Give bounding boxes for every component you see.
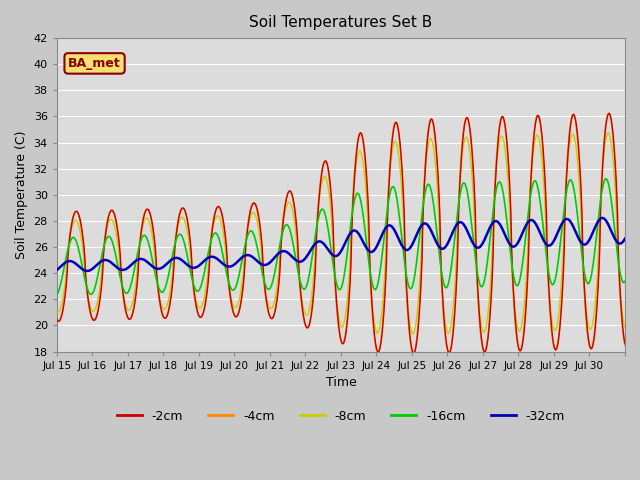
X-axis label: Time: Time	[326, 376, 356, 389]
Legend: -2cm, -4cm, -8cm, -16cm, -32cm: -2cm, -4cm, -8cm, -16cm, -32cm	[112, 405, 570, 428]
Text: BA_met: BA_met	[68, 57, 121, 70]
Y-axis label: Soil Temperature (C): Soil Temperature (C)	[15, 131, 28, 259]
Title: Soil Temperatures Set B: Soil Temperatures Set B	[250, 15, 433, 30]
